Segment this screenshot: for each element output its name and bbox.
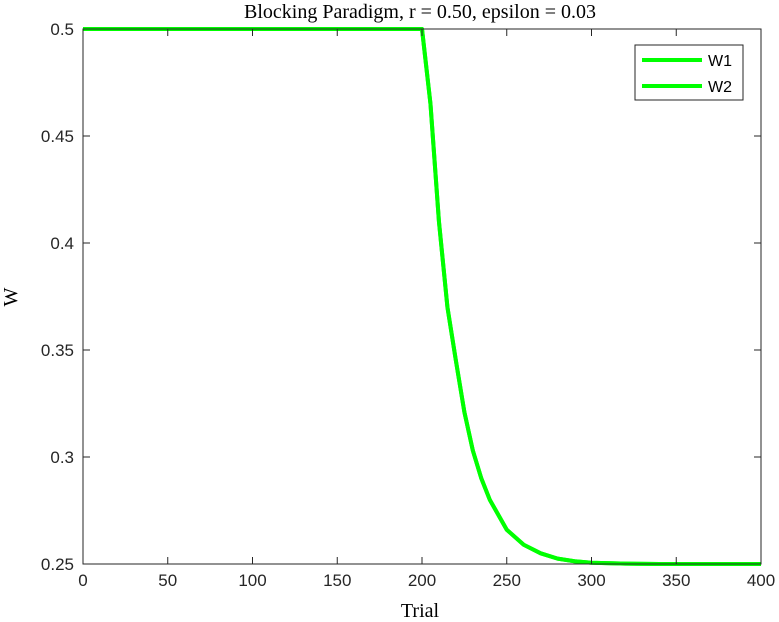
y-tick-label: 0.35 — [41, 341, 74, 360]
x-tick-label: 400 — [747, 571, 775, 590]
x-tick-label: 300 — [577, 571, 605, 590]
plot-area — [83, 29, 761, 564]
y-axis-label: W — [0, 287, 22, 306]
y-axis-ticks: 0.25 0.3 0.35 0.4 0.45 0.5 — [41, 20, 761, 574]
legend-label-w2: W2 — [708, 79, 732, 96]
legend-label-w1: W1 — [708, 53, 732, 70]
legend-box — [634, 44, 744, 101]
x-tick-label: 0 — [78, 571, 87, 590]
y-tick-label: 0.4 — [50, 234, 74, 253]
x-axis-ticks: 0 50 100 150 200 250 300 350 400 — [78, 29, 775, 590]
x-tick-label: 200 — [408, 571, 436, 590]
x-tick-label: 50 — [158, 571, 177, 590]
x-tick-label: 350 — [662, 571, 690, 590]
legend: W1 W2 — [634, 44, 744, 101]
y-tick-label: 0.45 — [41, 127, 74, 146]
chart-title: Blocking Paradigm, r = 0.50, epsilon = 0… — [244, 1, 596, 23]
x-axis-label: Trial — [401, 600, 440, 622]
y-tick-label: 0.3 — [50, 448, 74, 467]
x-tick-label: 250 — [493, 571, 521, 590]
x-tick-label: 150 — [323, 571, 351, 590]
y-tick-label: 0.25 — [41, 555, 74, 574]
y-tick-label: 0.5 — [50, 20, 74, 39]
x-tick-label: 100 — [238, 571, 266, 590]
